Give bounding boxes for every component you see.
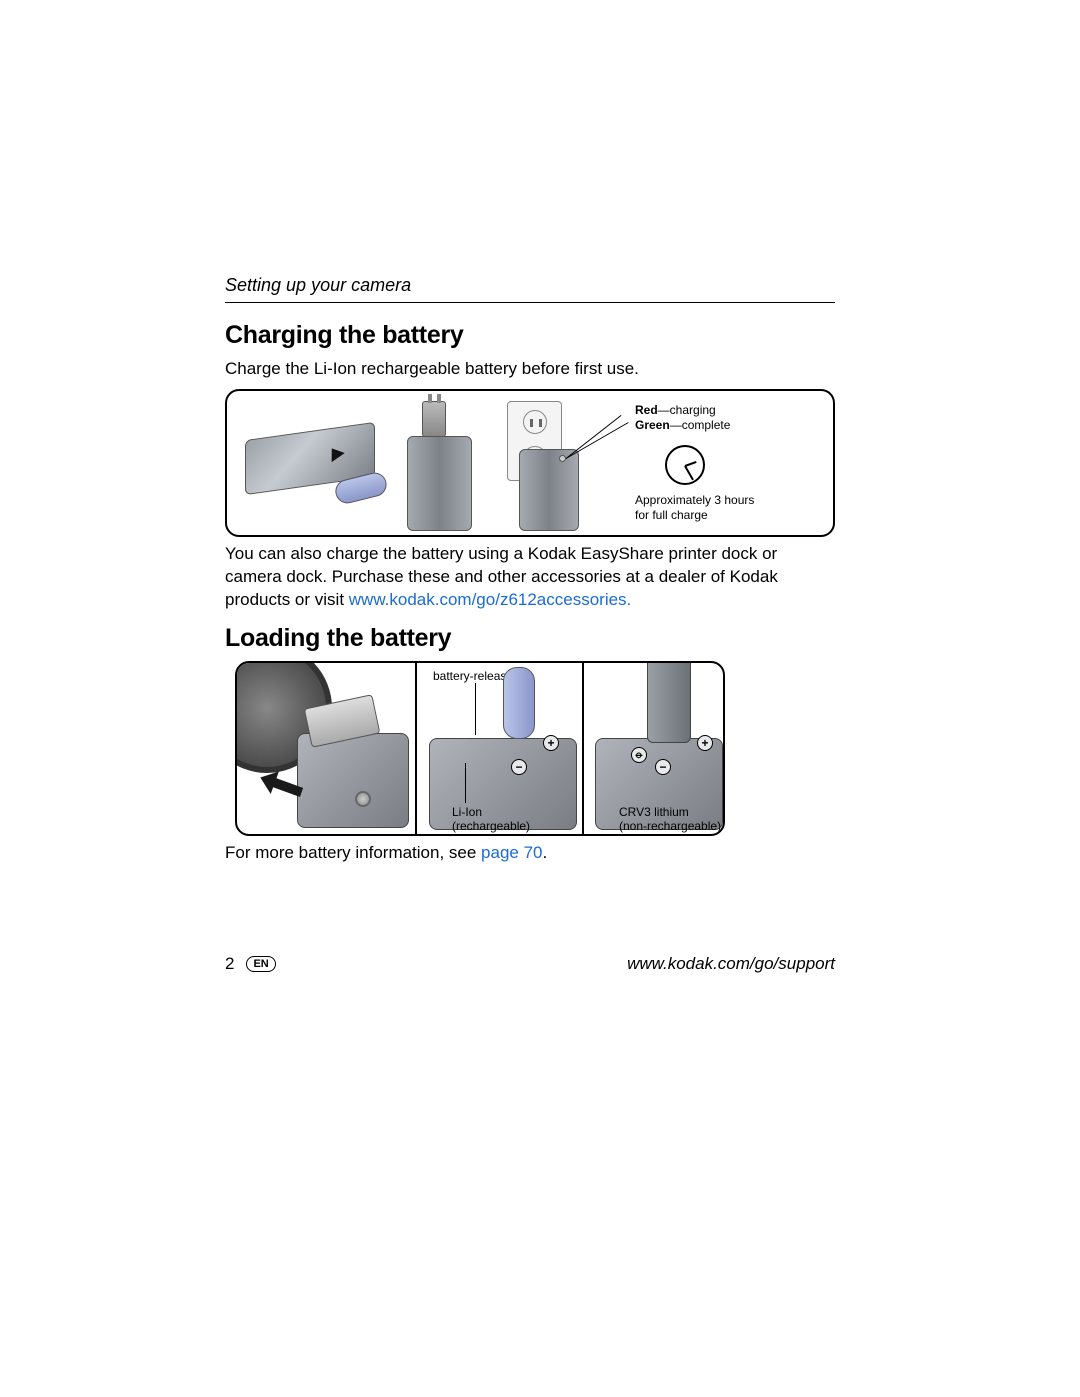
leader-line	[465, 763, 466, 803]
charging-intro: Charge the Li-Ion rechargeable battery b…	[225, 358, 835, 381]
page-footer: 2 EN www.kodak.com/go/support	[225, 954, 835, 974]
panel-divider	[415, 663, 417, 834]
polarity-plus-icon: +	[543, 735, 559, 751]
loading-post-text: For more battery information, see page 7…	[225, 842, 835, 865]
more-info-text: For more battery information, see	[225, 843, 481, 862]
legend-red: Red—charging	[635, 403, 716, 418]
legend-green: Green—complete	[635, 418, 730, 433]
charger-upright-illustration	[407, 436, 472, 531]
accessories-link[interactable]: www.kodak.com/go/z612accessories.	[349, 590, 632, 609]
charging-post-text: You can also charge the battery using a …	[225, 543, 835, 612]
leader-line	[475, 683, 476, 735]
label-crv3-l2: (non-rechargeable)	[619, 819, 721, 834]
leader-line	[566, 422, 629, 459]
label-liion-l2: (rechargeable)	[452, 819, 530, 834]
polarity-indicator-icon: ⦵	[631, 747, 647, 763]
more-info-end: .	[543, 843, 548, 862]
charger-plugged-illustration	[519, 449, 579, 531]
charge-time-l1: Approximately 3 hours	[635, 493, 754, 508]
clock-icon	[665, 445, 705, 485]
led-indicator-icon	[559, 455, 566, 462]
prong-icon	[437, 394, 441, 403]
charge-time-l2: for full charge	[635, 508, 708, 523]
figure-loading: battery-release tab + − Li-Ion (recharge…	[235, 661, 725, 836]
plug-adapter-illustration	[422, 401, 446, 437]
label-liion-l1: Li-Ion	[452, 805, 482, 820]
crv3-battery-illustration	[647, 661, 691, 743]
prong-icon	[428, 394, 432, 403]
heading-charging: Charging the battery	[225, 321, 835, 350]
legend-red-text: —charging	[658, 403, 716, 417]
label-crv3-l1: CRV3 lithium	[619, 805, 689, 820]
page-header: Setting up your camera	[225, 275, 835, 303]
polarity-minus-icon: −	[511, 759, 527, 775]
heading-loading: Loading the battery	[225, 624, 835, 653]
liion-battery-illustration	[503, 667, 535, 739]
support-url[interactable]: www.kodak.com/go/support	[627, 954, 835, 974]
legend-green-label: Green	[635, 418, 670, 432]
figure-charging: Red—charging Green—complete Approximatel…	[225, 389, 835, 537]
polarity-plus-icon: +	[697, 735, 713, 751]
page-ref-link[interactable]: page 70	[481, 843, 542, 862]
legend-green-text: —complete	[670, 418, 731, 432]
language-badge: EN	[246, 956, 275, 972]
polarity-minus-icon: −	[655, 759, 671, 775]
page-number: 2	[225, 954, 234, 974]
dial-icon	[355, 791, 371, 807]
panel-divider	[582, 663, 584, 834]
legend-red-label: Red	[635, 403, 658, 417]
